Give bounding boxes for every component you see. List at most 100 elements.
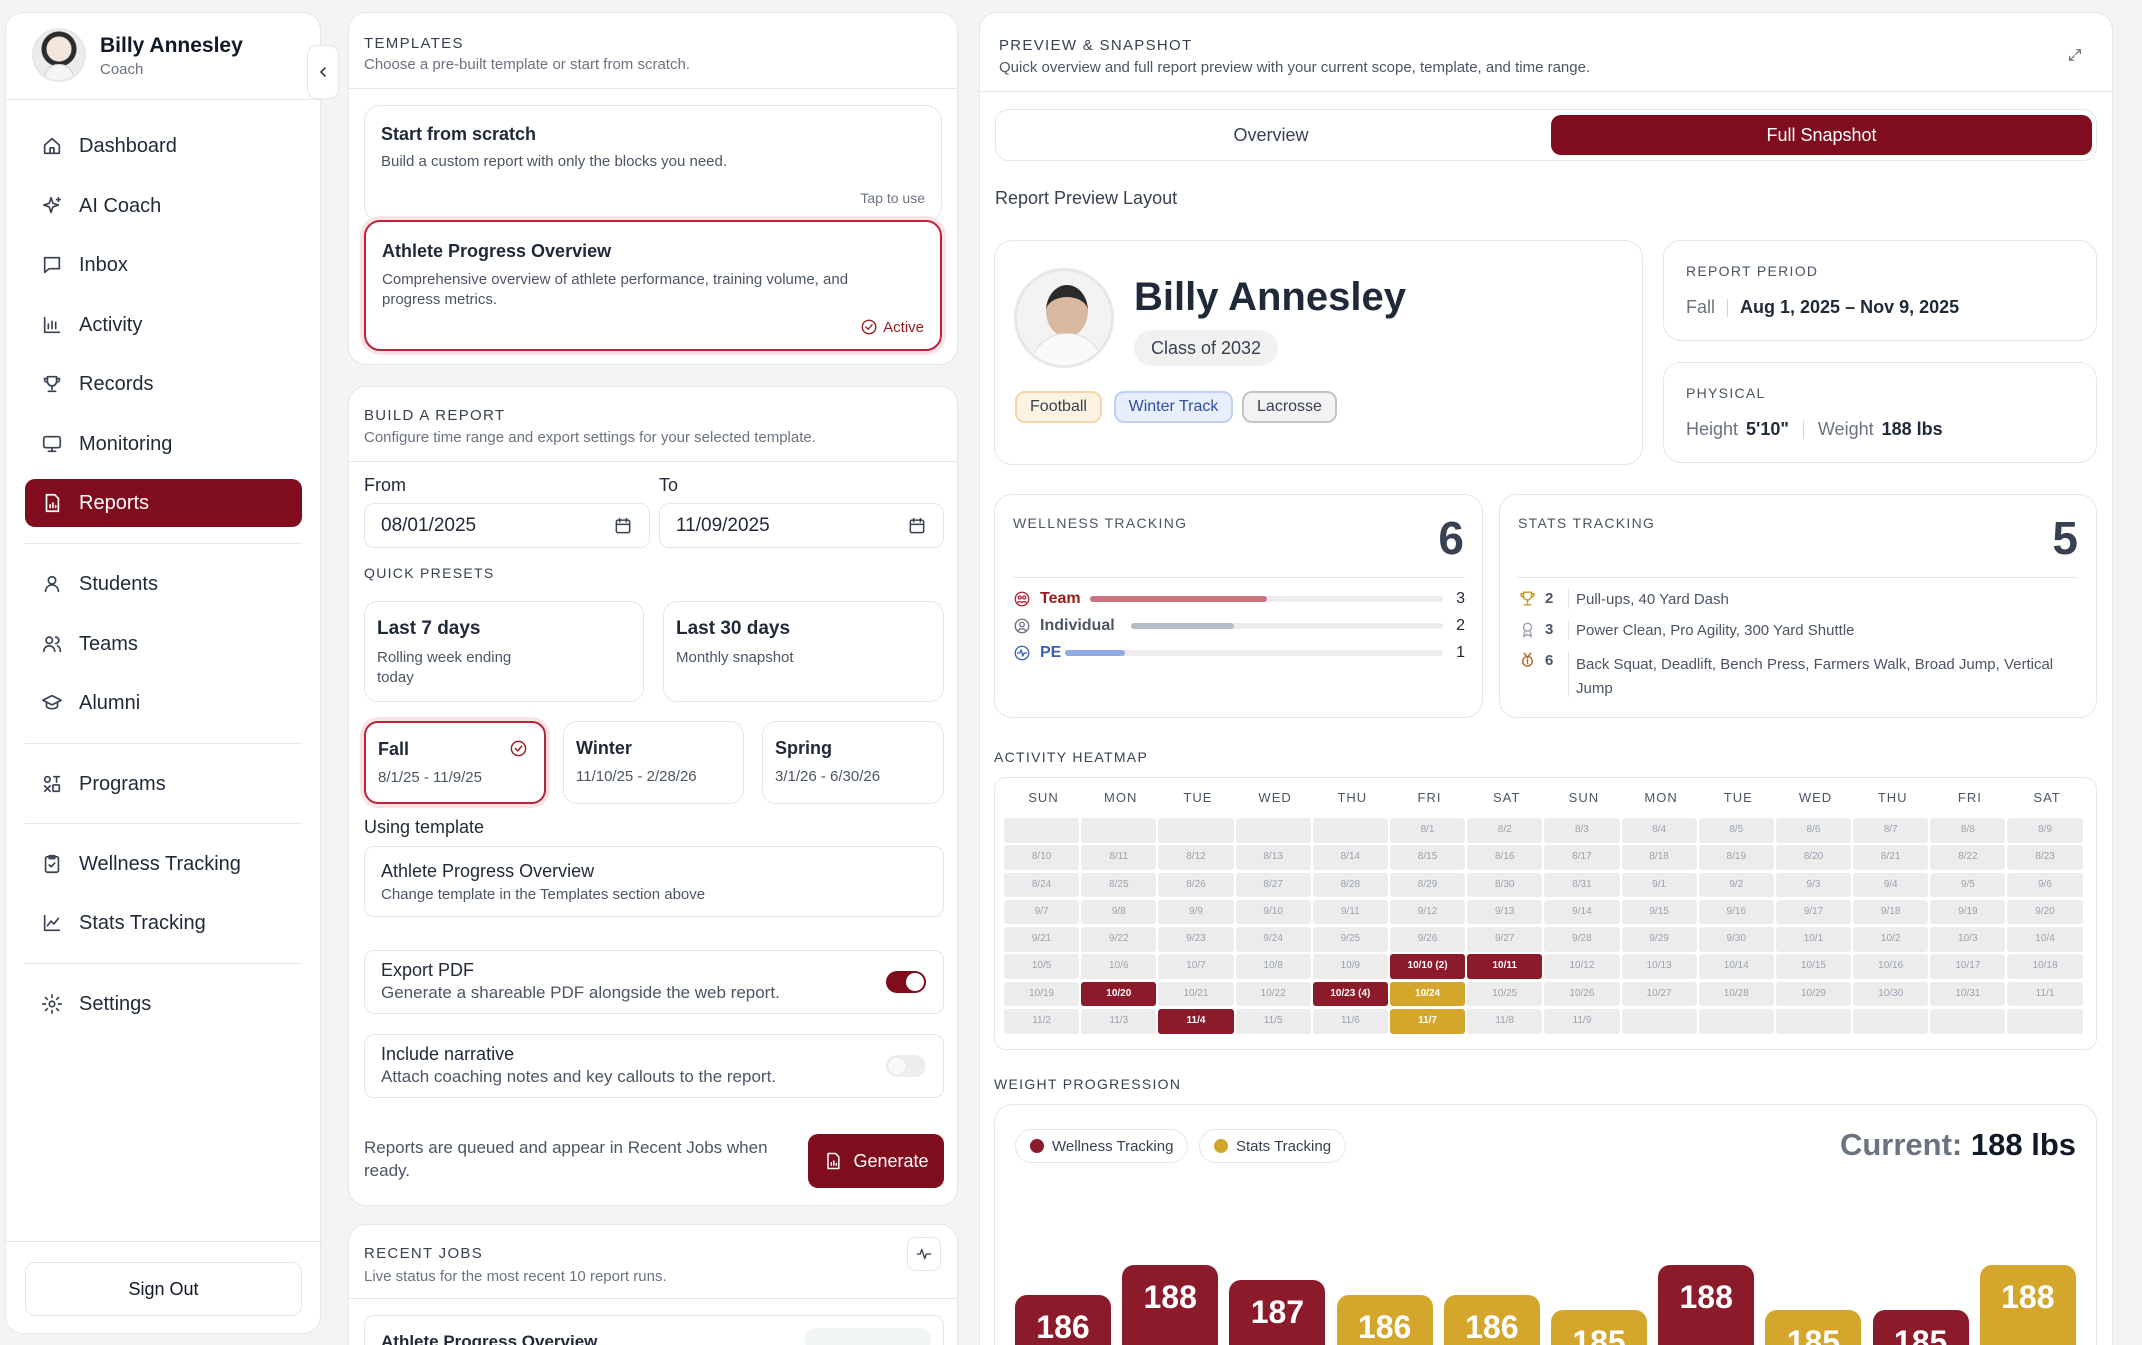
heatmap-cell[interactable]: 8/5 (1698, 818, 1774, 843)
nav-ai-coach[interactable]: AI Coach (25, 182, 302, 230)
heatmap-cell[interactable]: 10/15 (1775, 954, 1852, 979)
heatmap-cell[interactable]: 9/14 (1544, 899, 1620, 925)
nav-reports[interactable]: Reports (25, 479, 302, 527)
heatmap-cell[interactable]: 8/24 (1004, 872, 1080, 898)
heatmap-cell[interactable]: 8/27 (1235, 872, 1311, 898)
tab-overview[interactable]: Overview (1233, 124, 1309, 145)
heatmap-cell[interactable]: 10/20 (1081, 981, 1157, 1007)
heatmap-cell[interactable]: 10/3 (1930, 927, 2006, 952)
heatmap-cell[interactable]: 9/12 (1389, 899, 1466, 925)
job-item[interactable]: Athlete Progress Overview (364, 1315, 944, 1345)
nav-teams[interactable]: Teams (25, 620, 302, 668)
heatmap-cell[interactable]: 9/22 (1081, 927, 1157, 952)
weight-bar[interactable]: 188 (1979, 1265, 2076, 1345)
heatmap-cell[interactable]: 10/29 (1775, 981, 1852, 1007)
heatmap-cell[interactable]: 10/22 (1235, 981, 1311, 1007)
nav-wellness-tracking[interactable]: Wellness Tracking (25, 840, 302, 888)
expand-button[interactable] (2063, 43, 2087, 67)
heatmap-cell[interactable]: 8/22 (1930, 845, 2006, 870)
heatmap-cell[interactable]: 8/17 (1544, 845, 1620, 870)
heatmap-cell[interactable]: 10/14 (1698, 954, 1774, 979)
heatmap-cell[interactable]: 8/23 (2007, 845, 2083, 870)
preset-winter[interactable]: Winter 11/10/25 - 2/28/26 (563, 721, 744, 804)
heatmap-cell[interactable]: 9/30 (1698, 927, 1774, 952)
heatmap-cell[interactable]: 10/2 (1853, 927, 1929, 952)
heatmap-cell[interactable]: 8/18 (1621, 845, 1697, 870)
heatmap-cell[interactable]: 8/30 (1467, 872, 1543, 898)
heatmap-cell[interactable]: 8/14 (1312, 845, 1388, 870)
weight-bar[interactable]: 186 (1336, 1295, 1433, 1345)
nav-dashboard[interactable]: Dashboard (25, 122, 302, 170)
heatmap-cell[interactable]: 10/21 (1158, 981, 1234, 1007)
nav-students[interactable]: Students (25, 560, 302, 608)
heatmap-cell[interactable]: 11/5 (1235, 1009, 1311, 1034)
nav-stats-tracking[interactable]: Stats Tracking (25, 899, 302, 947)
heatmap-cell[interactable]: 9/24 (1235, 927, 1311, 952)
preset-fall[interactable]: Fall 8/1/25 - 11/9/25 (364, 721, 546, 804)
weight-bar[interactable]: 188 (1658, 1265, 1755, 1345)
heatmap-cell[interactable]: 9/7 (1004, 899, 1080, 925)
heatmap-cell[interactable]: 11/9 (1544, 1009, 1620, 1034)
heatmap-cell[interactable]: 11/8 (1467, 1009, 1543, 1034)
heatmap-cell[interactable]: 9/16 (1698, 899, 1774, 925)
heatmap-cell[interactable]: 10/31 (1930, 981, 2006, 1007)
heatmap-cell[interactable]: 9/6 (2007, 872, 2083, 898)
heatmap-cell[interactable]: 8/15 (1389, 845, 1466, 870)
heatmap-cell[interactable]: 10/18 (2007, 954, 2083, 979)
heatmap-cell[interactable]: 8/16 (1467, 845, 1543, 870)
heatmap-cell[interactable]: 8/4 (1621, 818, 1697, 843)
heatmap-cell[interactable]: 10/10 (2) (1389, 954, 1466, 979)
tab-full-snapshot[interactable]: Full Snapshot (1551, 115, 2092, 155)
nav-programs[interactable]: Programs (25, 760, 302, 808)
heatmap-cell[interactable]: 8/9 (2007, 818, 2083, 843)
heatmap-cell[interactable]: 9/27 (1467, 927, 1543, 952)
heatmap-cell[interactable]: 9/11 (1312, 899, 1388, 925)
heatmap-cell[interactable]: 8/26 (1158, 872, 1234, 898)
heatmap-cell[interactable]: 8/13 (1235, 845, 1311, 870)
preset-spring[interactable]: Spring 3/1/26 - 6/30/26 (762, 721, 944, 804)
heatmap-cell[interactable]: 8/3 (1544, 818, 1620, 843)
heatmap-cell[interactable]: 10/5 (1004, 954, 1080, 979)
heatmap-cell[interactable]: 8/20 (1775, 845, 1852, 870)
calendar-icon[interactable] (907, 516, 927, 536)
nav-settings[interactable]: Settings (25, 980, 302, 1028)
nav-monitoring[interactable]: Monitoring (25, 420, 302, 468)
heatmap-cell[interactable]: 10/13 (1621, 954, 1697, 979)
heatmap-cell[interactable]: 9/2 (1698, 872, 1774, 898)
heatmap-cell[interactable]: 10/26 (1544, 981, 1620, 1007)
preset-last-30-days[interactable]: Last 30 days Monthly snapshot (663, 601, 944, 702)
from-date-input[interactable]: 08/01/2025 (364, 503, 650, 548)
heatmap-cell[interactable]: 11/6 (1312, 1009, 1388, 1034)
weight-bar[interactable]: 186 (1015, 1295, 1111, 1345)
heatmap-cell[interactable]: 8/11 (1081, 845, 1157, 870)
heatmap-cell[interactable]: 8/12 (1158, 845, 1234, 870)
heatmap-cell[interactable]: 9/3 (1775, 872, 1852, 898)
heatmap-cell[interactable]: 8/8 (1930, 818, 2006, 843)
heatmap-cell[interactable]: 8/21 (1853, 845, 1929, 870)
weight-bar[interactable]: 185 (1765, 1310, 1862, 1345)
heatmap-cell[interactable]: 8/10 (1004, 845, 1080, 870)
heatmap-cell[interactable]: 10/4 (2007, 927, 2083, 952)
heatmap-cell[interactable]: 10/12 (1544, 954, 1620, 979)
nav-inbox[interactable]: Inbox (25, 241, 302, 289)
heatmap-cell[interactable]: 9/5 (1930, 872, 2006, 898)
heatmap-cell[interactable]: 10/9 (1312, 954, 1388, 979)
heatmap-cell[interactable]: 10/1 (1775, 927, 1852, 952)
heatmap-cell[interactable]: 8/28 (1312, 872, 1388, 898)
heatmap-cell[interactable]: 8/31 (1544, 872, 1620, 898)
heatmap-cell[interactable]: 10/25 (1467, 981, 1543, 1007)
weight-bar[interactable]: 185 (1551, 1310, 1647, 1345)
include-narrative-toggle[interactable] (886, 1055, 926, 1077)
heatmap-cell[interactable]: 11/1 (2007, 981, 2083, 1007)
heatmap-cell[interactable]: 10/7 (1158, 954, 1234, 979)
heatmap-cell[interactable]: 11/4 (1158, 1009, 1234, 1034)
heatmap-cell[interactable]: 8/6 (1775, 818, 1852, 843)
heatmap-cell[interactable]: 9/15 (1621, 899, 1697, 925)
heatmap-cell[interactable]: 10/6 (1081, 954, 1157, 979)
heatmap-cell[interactable]: 11/7 (1389, 1009, 1466, 1034)
weight-bar[interactable]: 185 (1872, 1310, 1969, 1345)
template-start-from-scratch[interactable]: Start from scratch Build a custom report… (364, 105, 942, 222)
heatmap-cell[interactable]: 8/1 (1389, 818, 1466, 843)
weight-bar[interactable]: 186 (1443, 1295, 1540, 1345)
heatmap-cell[interactable]: 9/1 (1621, 872, 1697, 898)
